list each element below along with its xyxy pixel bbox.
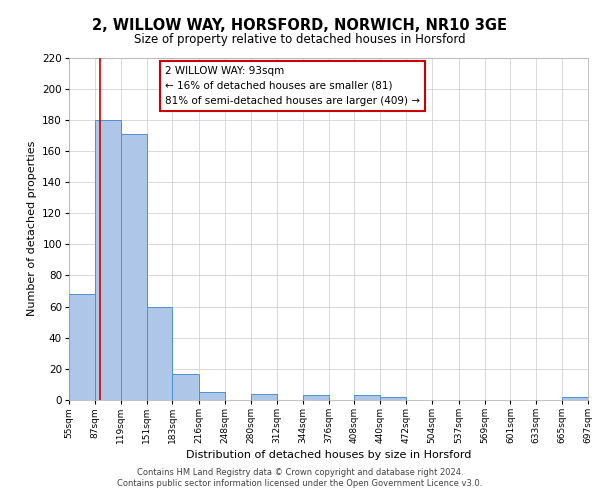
Bar xyxy=(95,120,121,400)
Text: 2, WILLOW WAY, HORSFORD, NORWICH, NR10 3GE: 2, WILLOW WAY, HORSFORD, NORWICH, NR10 3… xyxy=(92,18,508,32)
X-axis label: Distribution of detached houses by size in Horsford: Distribution of detached houses by size … xyxy=(186,450,471,460)
Text: Contains public sector information licensed under the Open Government Licence v3: Contains public sector information licen… xyxy=(118,479,482,488)
Bar xyxy=(199,392,225,400)
Bar xyxy=(146,306,172,400)
Bar xyxy=(302,396,329,400)
Bar xyxy=(121,134,146,400)
Bar xyxy=(172,374,199,400)
Y-axis label: Number of detached properties: Number of detached properties xyxy=(27,141,37,316)
Text: Size of property relative to detached houses in Horsford: Size of property relative to detached ho… xyxy=(134,32,466,46)
Text: 2 WILLOW WAY: 93sqm
← 16% of detached houses are smaller (81)
81% of semi-detach: 2 WILLOW WAY: 93sqm ← 16% of detached ho… xyxy=(165,66,420,106)
Bar xyxy=(355,396,380,400)
Text: Contains HM Land Registry data © Crown copyright and database right 2024.: Contains HM Land Registry data © Crown c… xyxy=(137,468,463,477)
Bar xyxy=(562,397,588,400)
Bar xyxy=(380,397,406,400)
Bar xyxy=(251,394,277,400)
Bar xyxy=(69,294,95,400)
